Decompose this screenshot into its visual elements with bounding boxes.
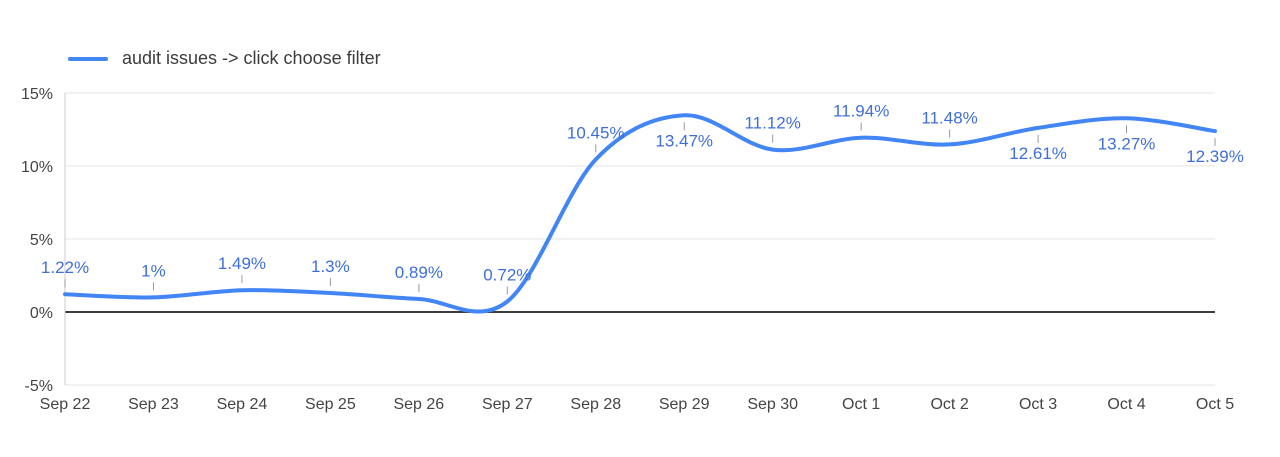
series-line <box>63 113 1217 314</box>
data-point-label: 13.27% <box>1098 134 1156 153</box>
y-axis-tick-label: 5% <box>30 232 53 249</box>
data-point-label: 11.94% <box>833 102 889 121</box>
data-point-label: 1.49% <box>218 254 266 273</box>
x-axis-tick-label: Sep 24 <box>217 396 268 413</box>
x-axis-tick-label: Sep 27 <box>482 396 533 413</box>
x-axis-tick-label: Oct 5 <box>1196 396 1234 413</box>
y-axis-tick-label: 10% <box>21 159 53 176</box>
x-axis-tick-label: Sep 28 <box>570 396 621 413</box>
y-axis-tick-label: 15% <box>21 86 53 103</box>
x-axis-tick-label: Oct 1 <box>842 396 880 413</box>
data-point-label: 11.48% <box>921 108 977 127</box>
x-axis-tick-label: Oct 2 <box>930 396 968 413</box>
data-point-label: 13.47% <box>655 131 713 150</box>
x-axis-tick-label: Sep 30 <box>747 396 798 413</box>
x-axis-tick-label: Sep 26 <box>393 396 444 413</box>
legend-label: audit issues -> click choose filter <box>122 48 381 68</box>
x-axis-tick-label: Sep 23 <box>128 396 179 413</box>
data-point-label: 0.72% <box>483 265 531 284</box>
data-point-label: 11.12% <box>744 114 800 133</box>
x-axis-tick-label: Oct 3 <box>1019 396 1057 413</box>
x-axis-tick-label: Sep 29 <box>659 396 710 413</box>
data-point-label: 12.39% <box>1186 147 1244 166</box>
data-point-label: 0.89% <box>395 263 443 282</box>
legend-line-sample <box>68 56 108 61</box>
data-point-label: 1.3% <box>311 257 350 276</box>
x-axis-tick-label: Oct 4 <box>1107 396 1145 413</box>
data-point-label: 1.22% <box>41 258 89 277</box>
x-axis-tick-label: Sep 25 <box>305 396 356 413</box>
data-point-label: 10.45% <box>567 123 625 142</box>
data-point-label: 12.61% <box>1009 144 1067 163</box>
data-point-label: 1% <box>141 261 166 280</box>
y-axis-tick-label: 0% <box>30 305 53 322</box>
y-axis-tick-label: -5% <box>25 378 53 395</box>
x-axis-tick-label: Sep 22 <box>40 396 91 413</box>
chart-legend: audit issues -> click choose filter <box>68 48 381 69</box>
